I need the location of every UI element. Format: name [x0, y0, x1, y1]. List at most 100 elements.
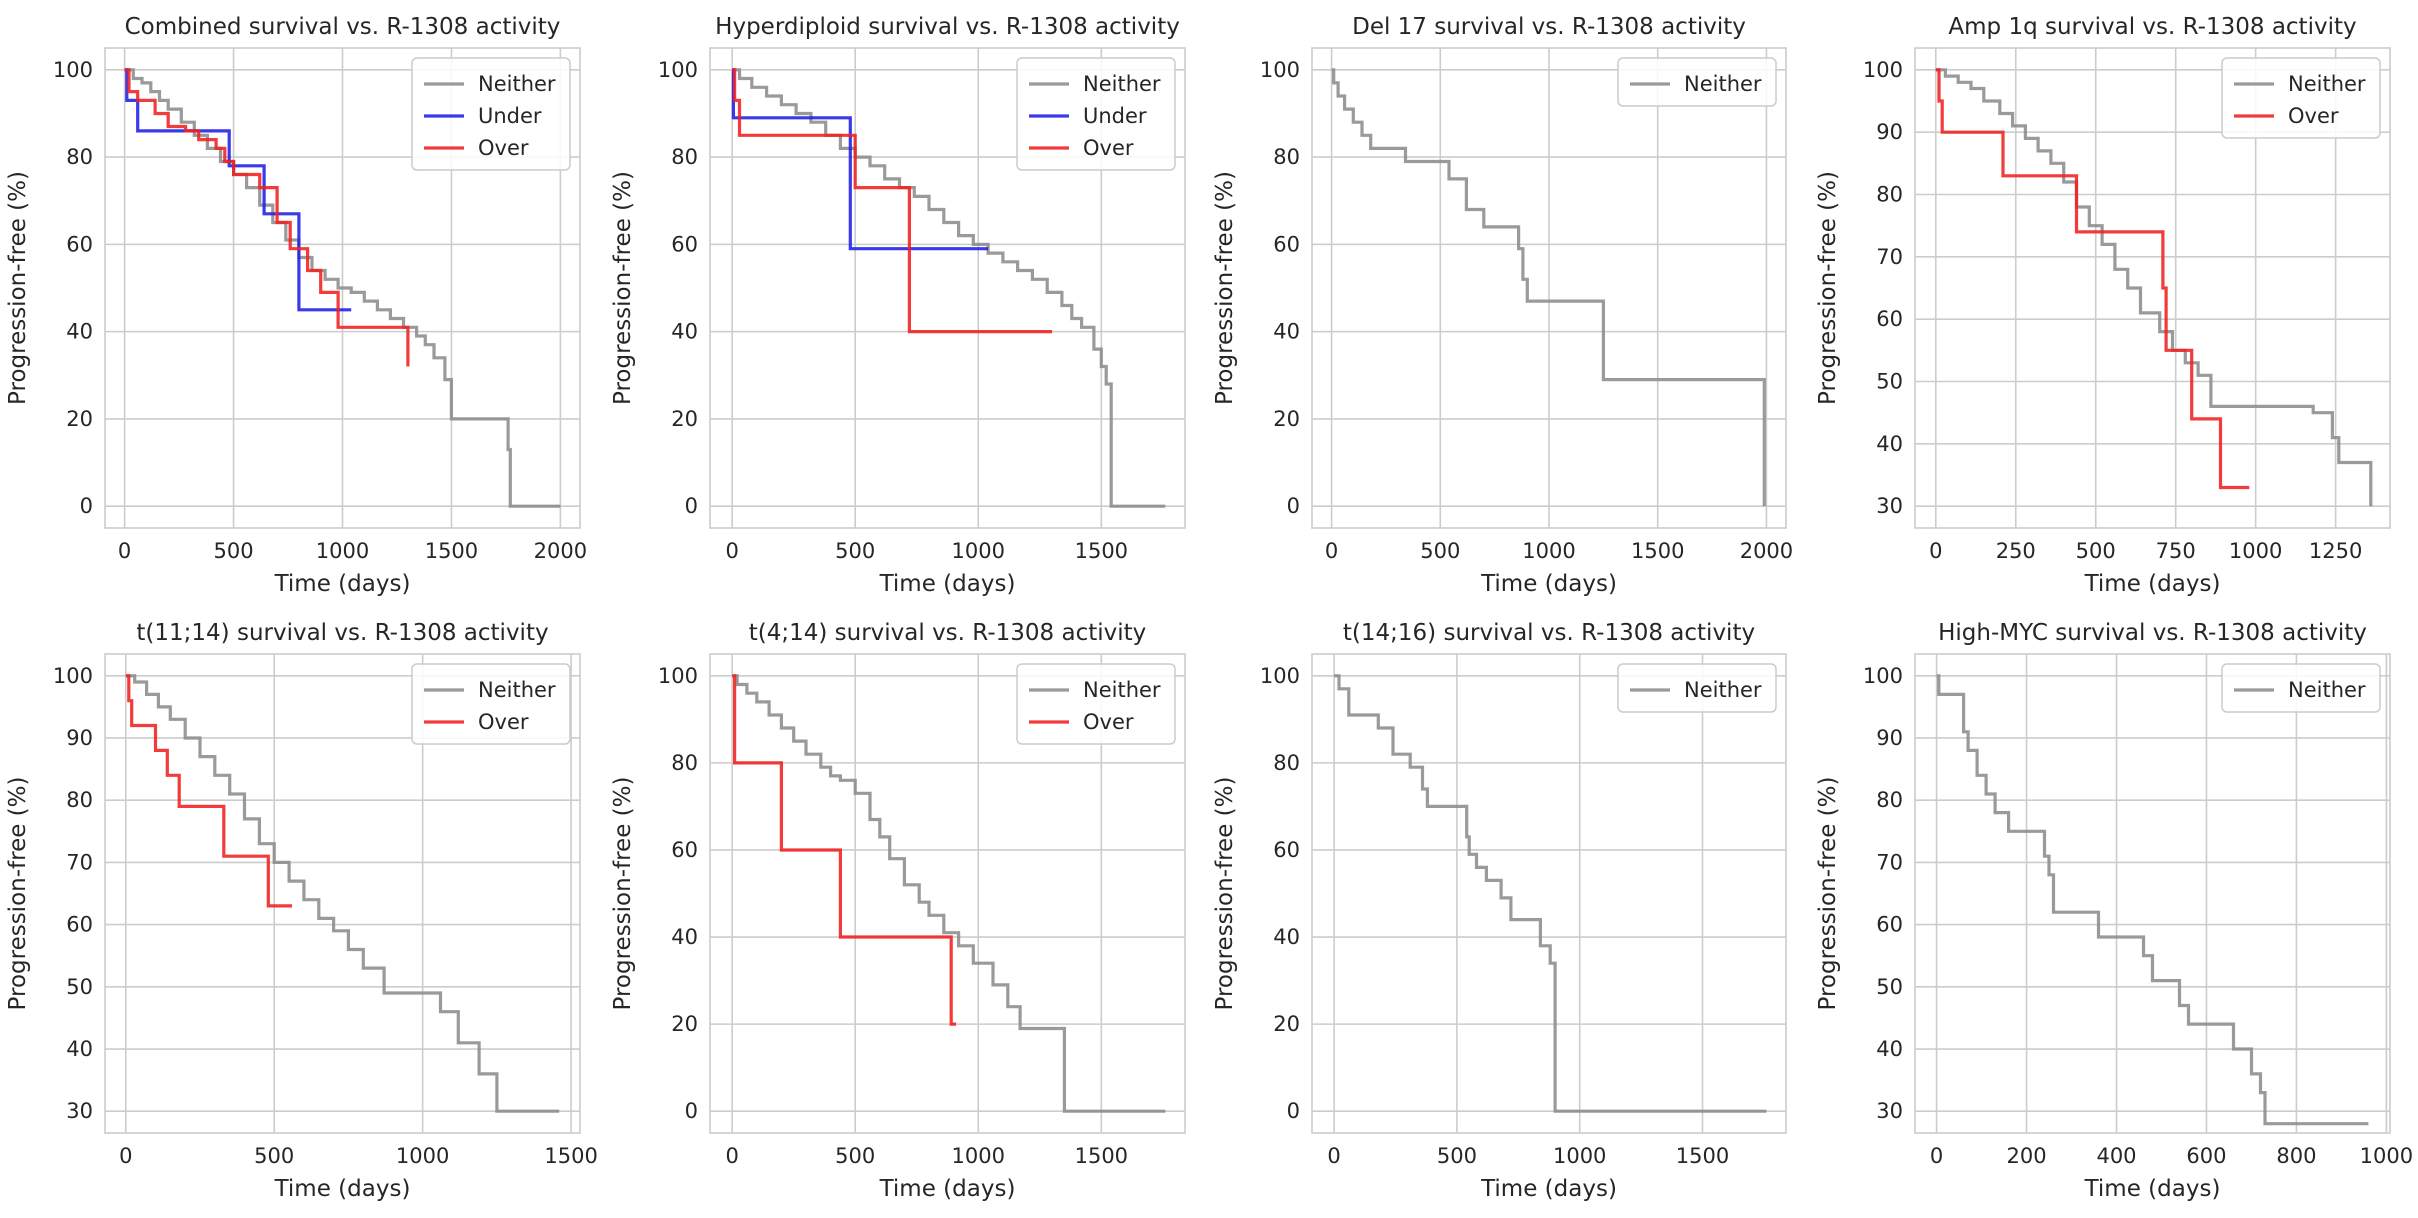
y-tick-label: 20 — [671, 407, 698, 431]
legend-label: Over — [1083, 136, 1134, 160]
plot-frame — [104, 653, 581, 1134]
chart-title: Hyperdiploid survival vs. R-1308 activit… — [715, 14, 1180, 40]
plot-frame — [1311, 47, 1787, 529]
y-axis-label: Progression-free (%) — [610, 171, 636, 405]
y-tick-label: 40 — [1273, 320, 1300, 344]
y-axis-label: Progression-free (%) — [5, 171, 31, 405]
x-axis-label: Time (days) — [2084, 571, 2221, 597]
y-tick-label: 60 — [1876, 913, 1903, 937]
x-tick-label: 1000 — [316, 539, 369, 563]
x-tick-label: 0 — [725, 1144, 738, 1168]
series-line-over — [732, 68, 1053, 334]
legend-label: Neither — [2288, 72, 2366, 96]
y-tick-label: 40 — [1876, 432, 1903, 456]
y-tick-label: 100 — [1863, 58, 1903, 82]
y-tick-label: 60 — [1273, 232, 1300, 256]
legend-label: Over — [478, 710, 529, 734]
legend: Neither Over — [2221, 57, 2381, 139]
chart-title: t(14;16) survival vs. R-1308 activity — [1343, 620, 1755, 646]
chart-title: t(4;14) survival vs. R-1308 activity — [749, 620, 1147, 646]
y-axis-label: Progression-free (%) — [1815, 777, 1841, 1011]
x-axis-label: Time (days) — [879, 571, 1016, 597]
y-tick-label: 80 — [66, 145, 93, 169]
legend-label: Over — [478, 136, 529, 160]
x-axis-label: Time (days) — [879, 1176, 1016, 1202]
x-tick-label: 0 — [1327, 1144, 1340, 1168]
y-tick-label: 100 — [53, 58, 93, 82]
x-tick-label: 500 — [1437, 1144, 1477, 1168]
x-tick-label: 500 — [1420, 539, 1460, 563]
y-tick-label: 0 — [685, 494, 698, 518]
legend-label: Under — [1083, 104, 1147, 128]
legend-label: Neither — [2288, 678, 2366, 702]
x-tick-label: 500 — [254, 1144, 294, 1168]
y-tick-label: 30 — [66, 1099, 93, 1123]
legend: Neither Over — [1016, 663, 1176, 745]
y-tick-label: 40 — [66, 320, 93, 344]
y-tick-label: 90 — [66, 726, 93, 750]
y-tick-label: 20 — [1273, 407, 1300, 431]
y-tick-label: 0 — [80, 494, 93, 518]
chart-title: Del 17 survival vs. R-1308 activity — [1352, 14, 1746, 40]
y-tick-label: 60 — [66, 913, 93, 937]
y-tick-label: 80 — [1876, 182, 1903, 206]
y-tick-label: 0 — [1287, 1099, 1300, 1123]
y-axis-label: Progression-free (%) — [610, 777, 636, 1011]
y-tick-label: 40 — [1273, 925, 1300, 949]
chart-panel-5: 0 500 1000 1500 30 40 50 60 70 80 90 100 Time (days)… — [5, 620, 598, 1202]
legend-box — [411, 57, 571, 171]
x-tick-label: 0 — [725, 539, 738, 563]
y-tick-label: 50 — [66, 975, 93, 999]
chart-panel-3: 0 500 1000 1500 2000 0 20 40 60 80 100 Time (days) P… — [1212, 14, 1793, 597]
y-tick-label: 50 — [1876, 370, 1903, 394]
series-line-neither — [124, 68, 561, 508]
x-axis-label: Time (days) — [274, 571, 411, 597]
x-tick-label: 1000 — [2360, 1144, 2413, 1168]
chart-panel-7: 0 500 1000 1500 0 20 40 60 80 100 Time (days) Progr… — [1212, 620, 1787, 1202]
y-tick-label: 90 — [1876, 726, 1903, 750]
x-tick-label: 500 — [835, 1144, 875, 1168]
legend-label: Neither — [478, 678, 556, 702]
x-tick-label: 1500 — [1676, 1144, 1729, 1168]
x-tick-label: 1000 — [1522, 539, 1575, 563]
y-tick-label: 80 — [671, 145, 698, 169]
y-tick-label: 50 — [1876, 975, 1903, 999]
legend: Neither — [2221, 663, 2381, 713]
x-axis-label: Time (days) — [2084, 1176, 2221, 1202]
legend-box — [411, 663, 571, 745]
y-tick-label: 60 — [66, 232, 93, 256]
x-tick-label: 1000 — [2229, 539, 2282, 563]
y-axis-label: Progression-free (%) — [1212, 171, 1238, 405]
x-tick-label: 500 — [214, 539, 254, 563]
series-line-neither — [1936, 674, 2369, 1126]
legend-box — [2221, 663, 2381, 713]
chart-title: t(11;14) survival vs. R-1308 activity — [136, 620, 548, 646]
y-tick-label: 90 — [1876, 120, 1903, 144]
legend: Neither Under Over — [411, 57, 571, 171]
y-axis-label: Progression-free (%) — [1815, 171, 1841, 405]
x-tick-label: 2000 — [534, 539, 587, 563]
series-line-over — [732, 674, 957, 1026]
x-tick-label: 2000 — [1740, 539, 1793, 563]
x-tick-label: 1000 — [1553, 1144, 1606, 1168]
y-tick-label: 70 — [1876, 850, 1903, 874]
legend: Neither Under Over — [1016, 57, 1176, 171]
y-tick-label: 60 — [671, 838, 698, 862]
y-tick-label: 100 — [658, 664, 698, 688]
chart-title: Amp 1q survival vs. R-1308 activity — [1948, 14, 2356, 40]
series-line-under — [124, 68, 352, 312]
y-tick-label: 100 — [1863, 664, 1903, 688]
series-line-over — [1935, 68, 2250, 490]
x-tick-label: 1500 — [1075, 1144, 1128, 1168]
y-tick-label: 70 — [1876, 245, 1903, 269]
y-tick-label: 30 — [1876, 494, 1903, 518]
x-tick-label: 1000 — [952, 539, 1005, 563]
legend-box — [1617, 663, 1777, 713]
x-tick-label: 1500 — [1075, 539, 1128, 563]
series-line-over — [124, 68, 410, 367]
y-tick-label: 40 — [671, 925, 698, 949]
legend: Neither Over — [411, 663, 571, 745]
y-tick-label: 40 — [66, 1037, 93, 1061]
y-tick-label: 100 — [1260, 58, 1300, 82]
